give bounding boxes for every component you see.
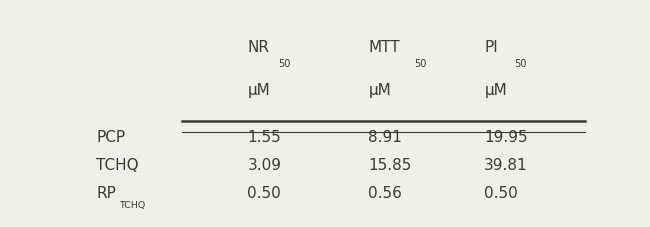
Text: TCHQ: TCHQ [96, 157, 139, 172]
Text: 3.09: 3.09 [248, 157, 281, 172]
Text: 19.95: 19.95 [484, 129, 528, 144]
Text: 8.91: 8.91 [369, 129, 402, 144]
Text: 0.56: 0.56 [369, 185, 402, 200]
Text: 0.50: 0.50 [484, 185, 518, 200]
Text: NR: NR [248, 40, 270, 55]
Text: TCHQ: TCHQ [120, 200, 146, 209]
Text: PCP: PCP [96, 129, 125, 144]
Text: PI: PI [484, 40, 498, 55]
Text: μM: μM [369, 82, 391, 97]
Text: 50: 50 [278, 59, 290, 69]
Text: 39.81: 39.81 [484, 157, 528, 172]
Text: 50: 50 [413, 59, 426, 69]
Text: μM: μM [248, 82, 270, 97]
Text: 0.50: 0.50 [248, 185, 281, 200]
Text: 50: 50 [515, 59, 527, 69]
Text: MTT: MTT [369, 40, 400, 55]
Text: RP: RP [96, 185, 116, 200]
Text: 1.55: 1.55 [248, 129, 281, 144]
Text: 15.85: 15.85 [369, 157, 411, 172]
Text: μM: μM [484, 82, 507, 97]
